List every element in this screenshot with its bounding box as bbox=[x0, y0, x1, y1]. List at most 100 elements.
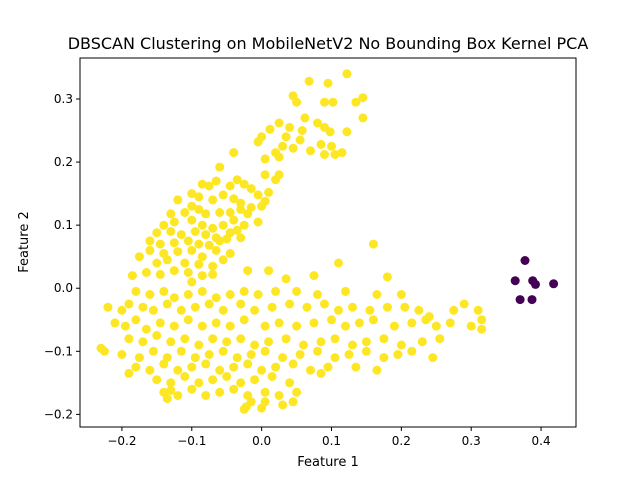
cluster-point-230 bbox=[361, 346, 371, 356]
cluster-point-77 bbox=[166, 227, 176, 236]
cluster-point-200 bbox=[250, 340, 260, 350]
cluster-point-10 bbox=[285, 122, 295, 132]
cluster-point-208 bbox=[379, 334, 389, 344]
cluster-point-139 bbox=[117, 305, 127, 315]
cluster-point-198 bbox=[222, 337, 232, 347]
cluster-point-215 bbox=[134, 353, 144, 363]
cluster-point-224 bbox=[260, 346, 270, 356]
cluster-point-147 bbox=[218, 305, 228, 315]
cluster-point-114 bbox=[187, 277, 197, 287]
cluster-point-197 bbox=[208, 334, 218, 344]
cluster-point-202 bbox=[281, 334, 291, 344]
cluster-point-256 bbox=[208, 375, 218, 385]
noise-point-5 bbox=[515, 295, 525, 305]
cluster-point-35 bbox=[215, 162, 225, 172]
cluster-point-220 bbox=[204, 350, 214, 359]
cluster-point-144 bbox=[176, 305, 186, 315]
cluster-point-86 bbox=[169, 238, 179, 248]
cluster-point-227 bbox=[313, 346, 322, 356]
cluster-point-121 bbox=[281, 274, 291, 284]
cluster-point-105 bbox=[208, 261, 218, 271]
cluster-point-83 bbox=[232, 225, 242, 235]
cluster-point-207 bbox=[361, 337, 371, 347]
y-tick-label: 0.3 bbox=[54, 92, 73, 106]
cluster-point-34 bbox=[229, 148, 239, 158]
cluster-point-138 bbox=[103, 302, 113, 312]
cluster-point-149 bbox=[250, 305, 260, 315]
cluster-point-277 bbox=[166, 385, 176, 395]
cluster-point-104 bbox=[194, 259, 204, 269]
cluster-point-195 bbox=[180, 334, 190, 344]
plot-frame bbox=[79, 57, 577, 428]
cluster-point-37 bbox=[204, 181, 214, 191]
cluster-point-176 bbox=[260, 321, 270, 331]
cluster-point-196 bbox=[194, 340, 204, 350]
x-axis: −0.2 −0.1 0.0 0.1 0.2 0.3 0.4 bbox=[107, 427, 551, 448]
cluster-point-6 bbox=[358, 93, 368, 103]
cluster-point-244 bbox=[257, 365, 267, 375]
cluster-point-226 bbox=[295, 350, 305, 359]
cluster-point-190 bbox=[477, 324, 487, 334]
cluster-point-134 bbox=[313, 290, 322, 299]
cluster-point-46 bbox=[239, 179, 249, 189]
cluster-point-233 bbox=[407, 346, 417, 356]
chart-title: DBSCAN Clustering on MobileNetV2 No Boun… bbox=[68, 34, 589, 53]
cluster-point-66 bbox=[257, 201, 267, 211]
cluster-point-179 bbox=[309, 318, 319, 328]
cluster-point-150 bbox=[267, 302, 277, 312]
cluster-point-91 bbox=[222, 234, 232, 244]
cluster-point-45 bbox=[225, 181, 235, 191]
noise-point-1 bbox=[510, 276, 520, 286]
cluster-point-125 bbox=[169, 293, 179, 303]
cluster-point-76 bbox=[152, 228, 162, 238]
cluster-point-213 bbox=[100, 346, 109, 356]
cluster-point-239 bbox=[187, 362, 197, 372]
x-tick-label: −0.1 bbox=[177, 434, 206, 448]
cluster-point-100 bbox=[225, 249, 235, 258]
cluster-point-191 bbox=[124, 334, 134, 344]
cluster-point-4 bbox=[292, 97, 302, 107]
cluster-point-122 bbox=[131, 286, 141, 296]
cluster-point-26 bbox=[253, 137, 263, 147]
cluster-point-52 bbox=[208, 195, 218, 205]
cluster-point-169 bbox=[155, 318, 165, 328]
cluster-point-281 bbox=[278, 400, 288, 410]
cluster-point-62 bbox=[215, 208, 225, 217]
cluster-point-272 bbox=[292, 387, 302, 397]
cluster-point-25 bbox=[278, 141, 288, 151]
cluster-point-2 bbox=[323, 78, 333, 88]
x-tick-label: 0.1 bbox=[322, 434, 341, 448]
y-tick-label: −0.1 bbox=[44, 344, 73, 358]
cluster-point-219 bbox=[190, 353, 200, 363]
cluster-point-234 bbox=[428, 353, 438, 363]
cluster-point-87 bbox=[183, 236, 193, 246]
cluster-point-164 bbox=[459, 299, 469, 309]
cluster-point-74 bbox=[239, 220, 249, 230]
cluster-point-258 bbox=[236, 378, 246, 388]
cluster-point-232 bbox=[393, 350, 403, 359]
cluster-point-264 bbox=[173, 391, 183, 400]
cluster-point-44 bbox=[211, 176, 221, 186]
cluster-point-242 bbox=[229, 362, 239, 372]
cluster-point-75 bbox=[253, 217, 263, 227]
cluster-point-140 bbox=[124, 299, 134, 309]
cluster-point-172 bbox=[197, 321, 207, 331]
cluster-point-204 bbox=[316, 337, 326, 347]
cluster-point-243 bbox=[243, 359, 253, 369]
cluster-point-141 bbox=[138, 302, 148, 312]
cluster-point-235 bbox=[131, 362, 141, 372]
cluster-point-209 bbox=[396, 340, 406, 350]
cluster-point-23 bbox=[358, 113, 368, 123]
cluster-point-97 bbox=[187, 245, 197, 255]
cluster-point-128 bbox=[211, 293, 221, 303]
cluster-point-151 bbox=[285, 299, 295, 309]
cluster-point-241 bbox=[215, 365, 225, 375]
cluster-point-117 bbox=[368, 239, 378, 249]
cluster-point-39 bbox=[194, 192, 204, 202]
cluster-point-96 bbox=[173, 247, 183, 257]
cluster-point-84 bbox=[145, 236, 155, 246]
cluster-point-94 bbox=[145, 245, 155, 255]
cluster-point-102 bbox=[162, 255, 172, 265]
cluster-point-120 bbox=[243, 266, 253, 276]
